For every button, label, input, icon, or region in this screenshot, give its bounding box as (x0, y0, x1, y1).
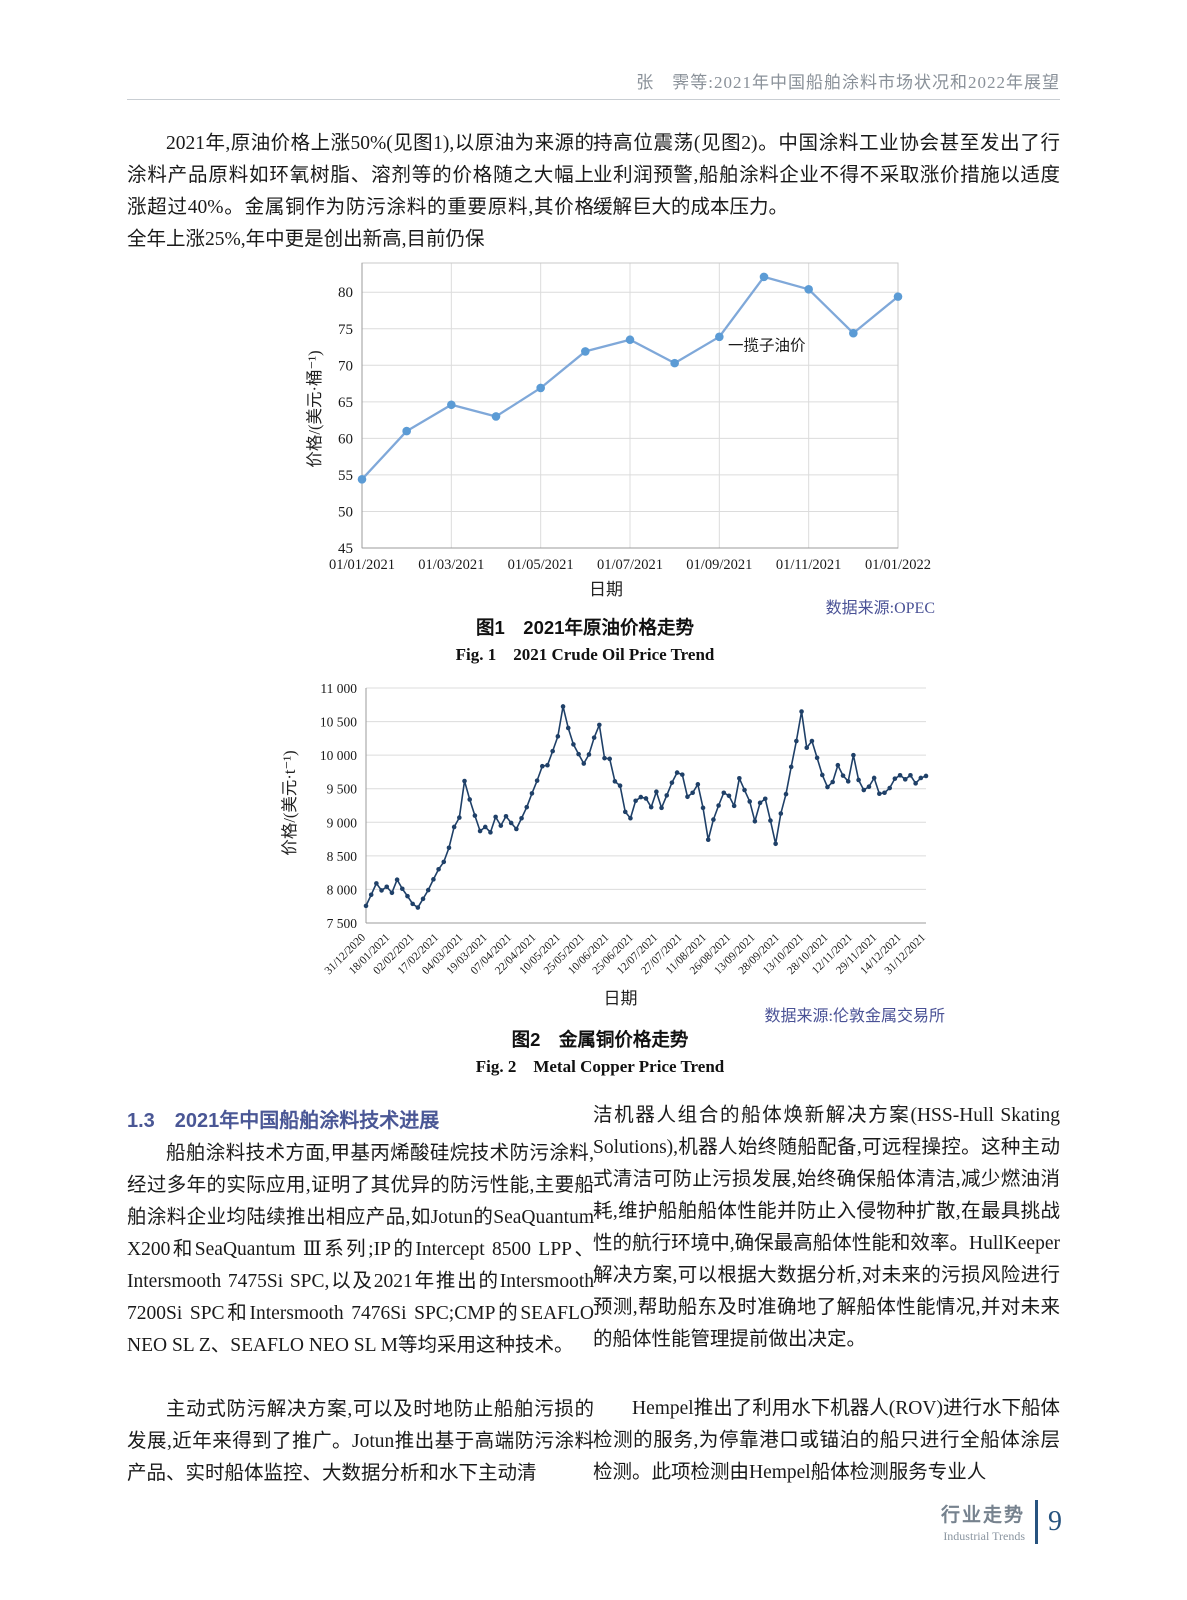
svg-text:10 500: 10 500 (320, 715, 357, 730)
fig1-x-axis-title: 日期 (589, 580, 623, 599)
header-rule (127, 99, 1060, 100)
footer-label-en: Industrial Trends (943, 1529, 1025, 1543)
svg-text:10 000: 10 000 (320, 748, 357, 763)
fig2-caption-en: Fig. 2 Metal Copper Price Trend (475, 1057, 725, 1076)
fig2-x-axis-title: 日期 (603, 989, 638, 1008)
section-heading: 1.3 2021年中国船舶涂料技术进展 (127, 1110, 440, 1132)
svg-text:8 500: 8 500 (327, 849, 358, 864)
copper-price-series (365, 705, 927, 909)
svg-text:01/01/2021: 01/01/2021 (329, 557, 395, 573)
body-paragraph: 船舶涂料技术方面,甲基丙烯酸硅烷技术防污涂料,经过多年的实际应用,证明了其优异的… (127, 1143, 594, 1356)
intro-paragraph-right: 持高位震荡(见图2)。中国涂料工业协会甚至发出了行业利润预警,船舶涂料企业不得不… (593, 133, 1060, 218)
footer-label: 行业走势 Industrial Trends (941, 1500, 1025, 1544)
svg-text:01/07/2021: 01/07/2021 (597, 557, 663, 573)
svg-text:7 500: 7 500 (327, 916, 358, 931)
oil-price-chart: 45 50 55 60 65 70 75 80 01/01/2021 01/03/2021 01/0… (329, 262, 931, 573)
svg-text:9 000: 9 000 (327, 815, 358, 830)
oil-legend-label: 一揽子油价 (728, 337, 806, 355)
fig2-data-source: 数据来源:伦敦金属交易所 (764, 1008, 945, 1025)
svg-text:01/05/2021: 01/05/2021 (508, 557, 574, 573)
body-paragraph: Hempel推出了利用水下机器人(ROV)进行水下船体检测的服务,为停靠港口或锚… (593, 1398, 1060, 1483)
svg-text:60: 60 (338, 431, 353, 447)
fig1-caption-cn: 图1 2021年原油价格走势 (476, 617, 694, 638)
svg-text:45: 45 (338, 541, 353, 557)
fig2-y-axis-title: 价格/(美元·t⁻¹) (280, 750, 299, 856)
svg-text:55: 55 (338, 468, 353, 484)
body-paragraph: 主动式防污解决方案,可以及时地防止船舶污损的发展,近年来得到了推广。Jotun推… (127, 1399, 594, 1484)
svg-text:80: 80 (338, 285, 353, 301)
svg-text:8 000: 8 000 (327, 882, 358, 897)
svg-text:01/11/2021: 01/11/2021 (776, 557, 842, 573)
fig1-data-source: 数据来源:OPEC (825, 600, 935, 617)
svg-text:9 500: 9 500 (327, 782, 358, 797)
svg-text:75: 75 (338, 322, 353, 338)
page-number: 9 (1048, 1506, 1062, 1537)
svg-text:01/03/2021: 01/03/2021 (418, 557, 484, 573)
svg-text:11 000: 11 000 (320, 681, 357, 696)
svg-text:50: 50 (338, 504, 353, 520)
svg-text:70: 70 (338, 358, 353, 374)
fig1-caption-en: Fig. 1 2021 Crude Oil Price Trend (455, 645, 715, 664)
footer-label-cn: 行业走势 (940, 1505, 1025, 1526)
intro-paragraph-left: 2021年,原油价格上涨50%(见图1),以原油为来源的涂料产品原料如环氧树脂、… (127, 133, 594, 250)
running-header: 张 霁等:2021年中国船舶涂料市场状况和2022年展望 (636, 73, 1060, 92)
svg-text:65: 65 (338, 395, 353, 411)
svg-text:01/01/2022: 01/01/2022 (865, 557, 931, 573)
svg-text:01/09/2021: 01/09/2021 (686, 557, 752, 573)
footer-divider (1035, 1500, 1038, 1544)
fig2-caption-cn: 图2 金属铜价格走势 (511, 1029, 689, 1050)
page-footer: 行业走势 Industrial Trends 9 (860, 1500, 1062, 1544)
body-paragraph: 洁机器人组合的船体焕新解决方案(HSS-Hull Skating Solutio… (593, 1105, 1060, 1350)
copper-price-chart: 7 500 8 000 8 500 9 000 9 500 10 000 10 500 11 … (320, 681, 929, 977)
